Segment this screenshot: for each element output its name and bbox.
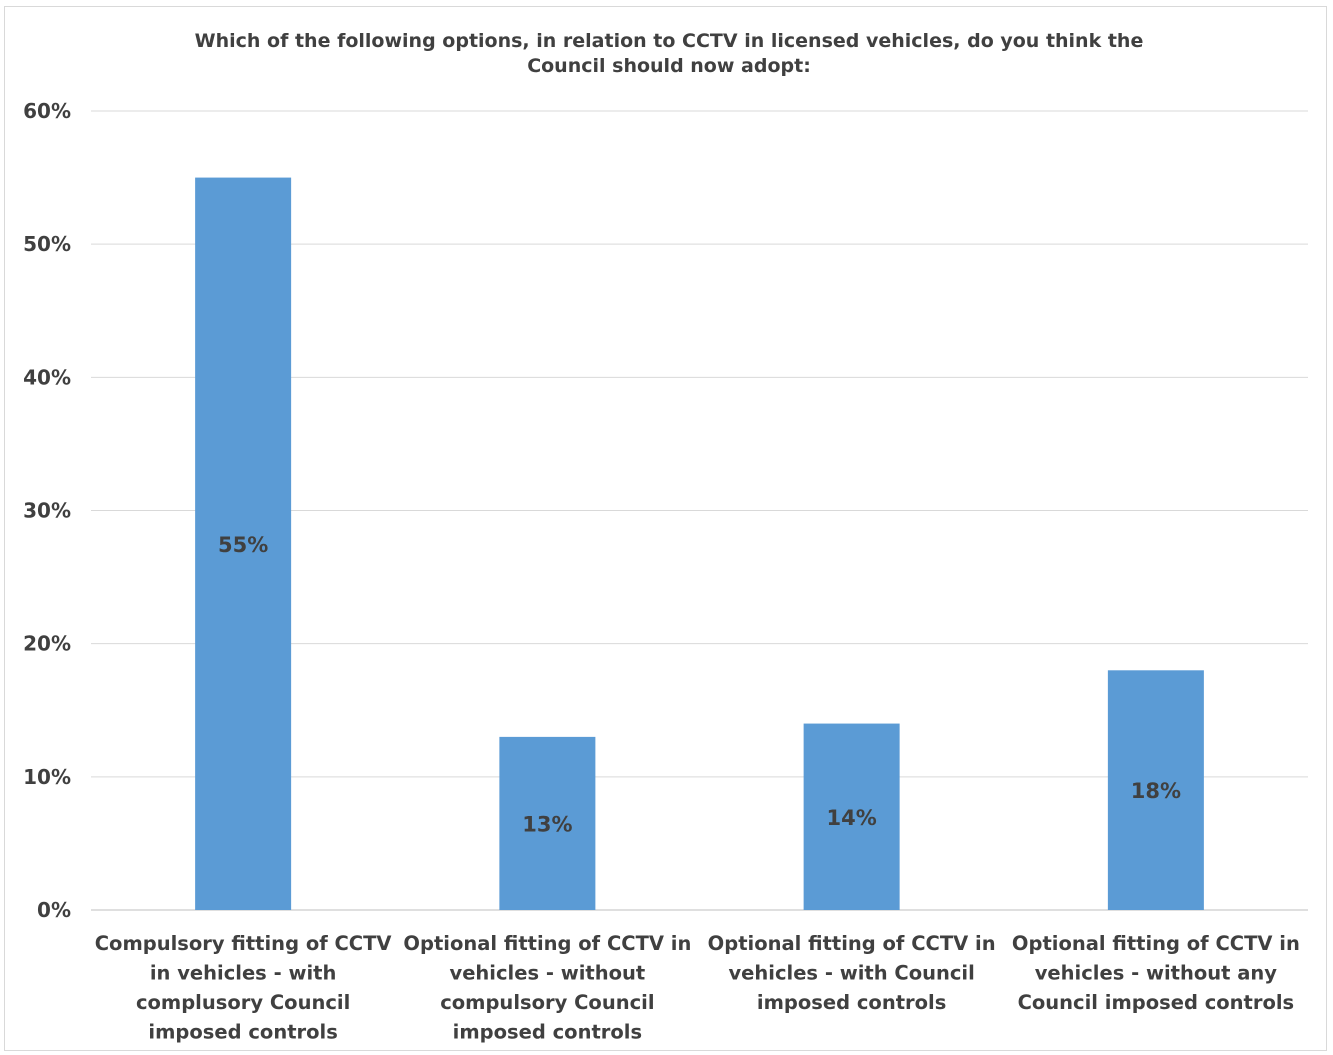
- y-tick-label: 10%: [23, 765, 71, 789]
- category-label: Optional fitting of CCTV in: [1012, 932, 1300, 955]
- category-label: Compulsory fitting of CCTV: [95, 932, 392, 955]
- category-label: complusory Council: [136, 991, 350, 1014]
- category-label: Optional fitting of CCTV in: [708, 932, 996, 955]
- bar: [499, 736, 596, 910]
- data-label: 55%: [218, 533, 268, 557]
- y-tick-label: 40%: [23, 365, 71, 389]
- category-label: compulsory Council: [440, 991, 654, 1014]
- data-label: 13%: [522, 812, 572, 836]
- category-label: imposed controls: [757, 991, 946, 1014]
- category-label: vehicles - without: [449, 962, 645, 985]
- y-tick-label: 60%: [23, 99, 71, 123]
- y-tick-label: 0%: [37, 898, 71, 922]
- chart-title-line: Which of the following options, in relat…: [195, 30, 1144, 52]
- category-label: in vehicles - with: [150, 962, 337, 985]
- category-label: Optional fitting of CCTV in: [403, 932, 691, 955]
- y-tick-label: 20%: [23, 632, 71, 656]
- category-label: vehicles - without any: [1035, 962, 1278, 985]
- y-tick-label: 50%: [23, 232, 71, 256]
- category-label: imposed controls: [453, 1021, 642, 1044]
- chart-title-line: Council should now adopt:: [527, 55, 811, 77]
- bar: [1107, 670, 1204, 910]
- data-label: 18%: [1131, 779, 1181, 803]
- y-tick-label: 30%: [23, 499, 71, 523]
- bar: [195, 177, 292, 911]
- data-label: 14%: [826, 806, 876, 830]
- category-label: Council imposed controls: [1018, 991, 1295, 1014]
- category-label: imposed controls: [148, 1021, 337, 1044]
- category-label: vehicles - with Council: [728, 962, 974, 985]
- bar: [803, 723, 900, 910]
